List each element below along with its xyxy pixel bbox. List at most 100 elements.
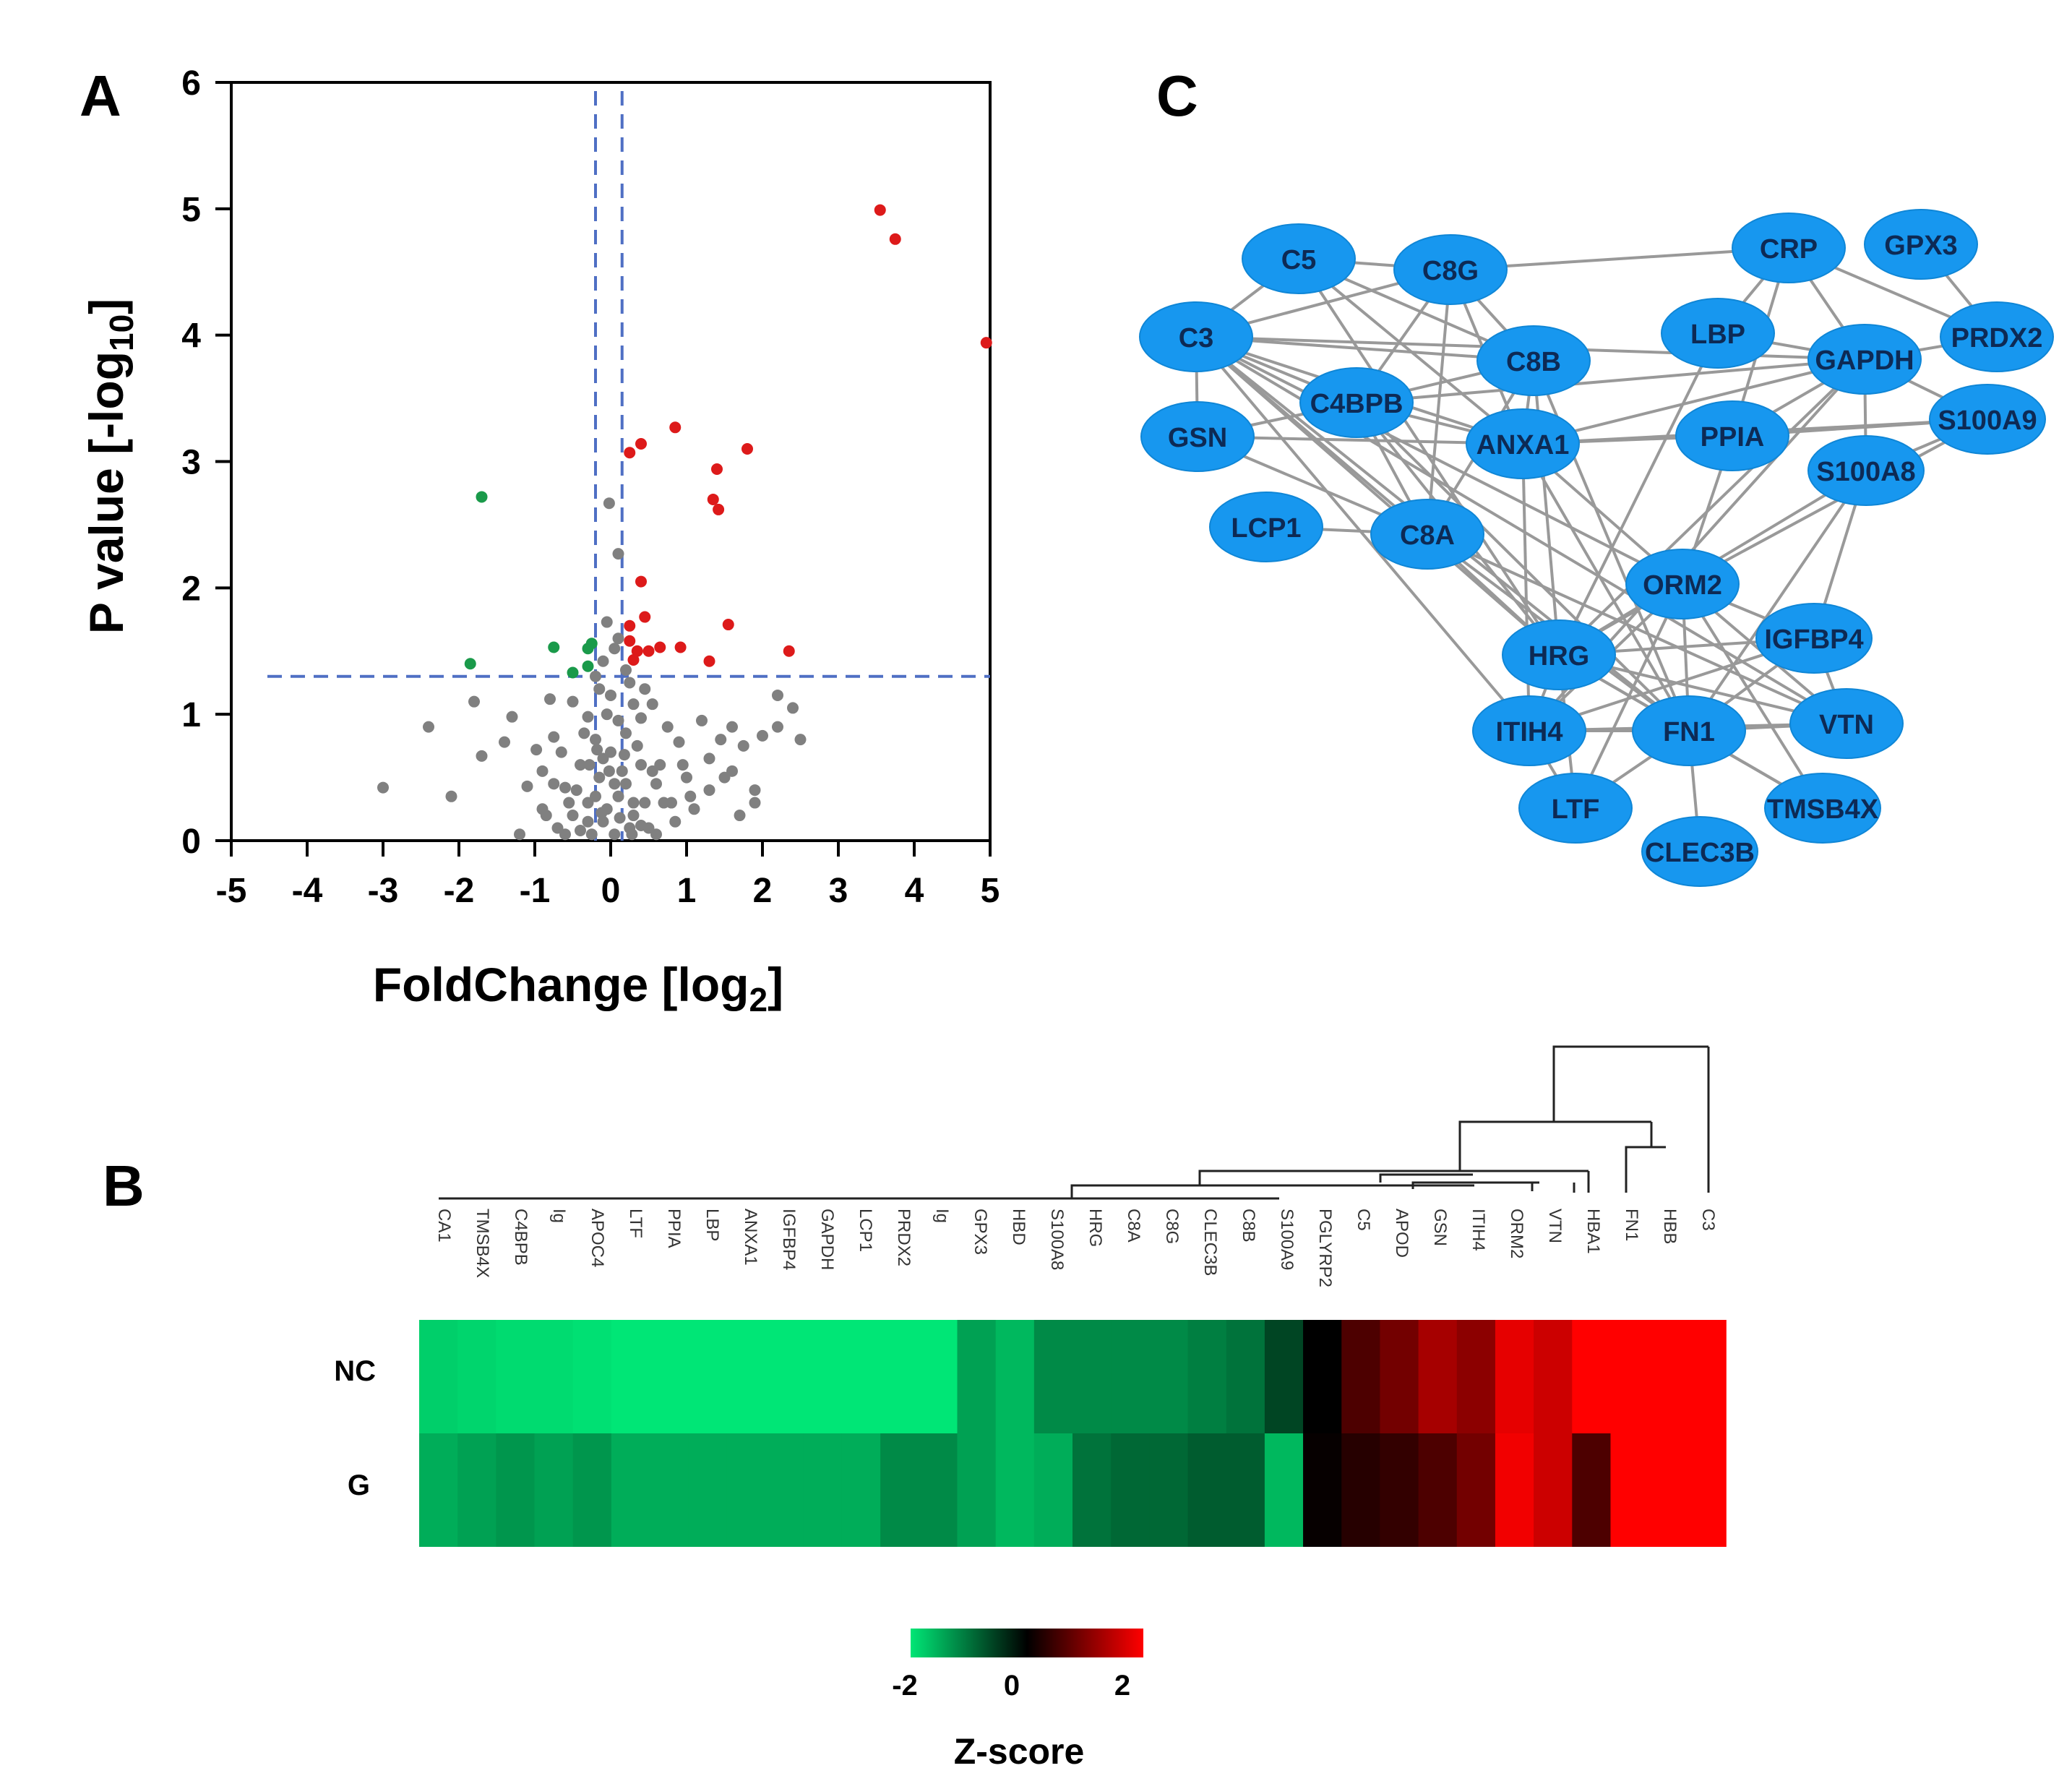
ns-point <box>605 689 616 701</box>
node-label: C8A <box>1400 520 1455 551</box>
up-point <box>624 619 636 632</box>
heatmap-cell <box>534 1433 574 1547</box>
network-node-clec3b: CLEC3B <box>1641 816 1758 887</box>
gene-label: GPX3 <box>971 1209 990 1255</box>
ns-point <box>749 797 761 809</box>
ns-point <box>688 803 700 815</box>
ns-point <box>593 771 606 784</box>
ns-point <box>757 729 768 742</box>
heatmap-cell <box>688 1433 728 1547</box>
heatmap-cell <box>496 1320 536 1433</box>
ns-point <box>609 643 621 655</box>
heatmap-cell <box>1149 1433 1189 1547</box>
ns-point <box>614 812 626 824</box>
node-label: LTF <box>1552 794 1600 825</box>
network-edge <box>1195 335 1531 732</box>
network-node-itih4: ITIH4 <box>1472 695 1586 766</box>
ns-point <box>646 698 658 711</box>
node-ellipse <box>1502 619 1616 690</box>
ns-point <box>650 778 662 790</box>
gene-label: ORM2 <box>1507 1209 1526 1258</box>
x-tick-label: -2 <box>444 872 475 910</box>
node-label: VTN <box>1819 710 1874 740</box>
gene-label: S100A8 <box>1047 1209 1067 1270</box>
heatmap-panel: CA1 TMSB4X C4BPB Ig APOC4 LTF PPIA LBP ANXA1 IGFB… <box>334 1045 1727 1772</box>
heatmap-cell <box>419 1433 458 1547</box>
up-point <box>627 653 640 666</box>
network-edge <box>1426 269 1452 535</box>
ns-point <box>590 790 601 802</box>
gene-label: PPIA <box>664 1209 684 1248</box>
ns-point <box>635 820 647 832</box>
heatmap-cell <box>957 1320 997 1433</box>
up-point <box>713 503 725 515</box>
node-ellipse <box>1764 773 1881 844</box>
ns-point <box>624 677 636 689</box>
node-ellipse <box>1661 298 1775 369</box>
gene-label: APOD <box>1392 1209 1411 1258</box>
colorbar-title: Z-score <box>954 1731 1085 1772</box>
panel-letter-c: C <box>1156 64 1198 128</box>
ns-point <box>635 759 647 771</box>
ns-point <box>646 765 658 777</box>
network-node-tmsb4x: TMSB4X <box>1764 773 1881 844</box>
volcano-x-axis-title: FoldChange [log2] <box>373 958 783 1018</box>
heatmap-cell <box>572 1433 612 1547</box>
ns-point <box>544 693 556 705</box>
ns-point <box>620 778 632 790</box>
network-edge <box>1681 583 1824 810</box>
gene-label: C5 <box>1354 1209 1373 1231</box>
ns-point <box>703 752 715 765</box>
ns-point <box>661 721 674 733</box>
network-node-orm2: ORM2 <box>1625 549 1740 619</box>
ns-point <box>559 781 571 794</box>
ns-point <box>616 765 628 777</box>
ns-point <box>536 765 549 777</box>
ns-point <box>669 815 682 828</box>
node-ellipse <box>1632 695 1746 766</box>
up-point <box>741 443 753 455</box>
node-ellipse <box>1755 603 1873 674</box>
gene-label: ITIH4 <box>1469 1209 1488 1251</box>
ns-point <box>676 759 689 771</box>
network-node-igfbp4: IGFBP4 <box>1755 603 1873 674</box>
gene-label: LCP1 <box>856 1209 875 1252</box>
gene-label: C4BPB <box>511 1209 530 1266</box>
heatmap-column-labels: CA1 TMSB4X C4BPB Ig APOC4 LTF PPIA LBP ANXA1 IGFB… <box>434 1209 1718 1287</box>
y-tick-label: 1 <box>181 696 201 734</box>
volcano-ticks: -5 -4 -3 -2 -1 0 1 2 3 4 5 0 1 2 3 4 5 6 <box>181 64 1000 910</box>
network-node-ppia: PPIA <box>1675 400 1789 471</box>
ns-point <box>772 721 783 733</box>
node-ellipse <box>1641 816 1758 887</box>
node-label: IGFBP4 <box>1764 625 1863 655</box>
network-edge <box>1355 401 1690 732</box>
gene-label: C8A <box>1124 1209 1143 1243</box>
heatmap-cell <box>803 1320 843 1433</box>
node-label: PPIA <box>1701 422 1765 452</box>
ns-point <box>582 815 594 828</box>
ns-point <box>499 736 510 748</box>
heatmap-cell <box>650 1433 689 1547</box>
heatmap-cell <box>995 1433 1035 1547</box>
ns-point <box>593 683 606 695</box>
network-edge <box>1521 443 1531 732</box>
heatmap-row-label-g: G <box>348 1470 370 1501</box>
heatmap-cell <box>1149 1320 1189 1433</box>
network-edge <box>1557 333 1719 656</box>
xlabel-sub: 2 <box>749 981 768 1018</box>
heatmap-cell <box>1687 1433 1727 1547</box>
node-label: PRDX2 <box>1951 323 2043 353</box>
heatmap-cell <box>1572 1320 1612 1433</box>
node-label: CLEC3B <box>1645 838 1755 868</box>
network-node-hrg: HRG <box>1502 619 1616 690</box>
xlabel-main: FoldChange [log <box>373 958 749 1011</box>
network-edge <box>1522 358 1865 445</box>
heatmap-cell <box>1303 1433 1343 1547</box>
node-ellipse <box>1675 400 1789 471</box>
ns-point <box>575 825 586 837</box>
volcano-y-axis-title: P value [-log10] <box>79 299 140 634</box>
up-point <box>635 438 647 450</box>
up-point <box>631 645 643 657</box>
ns-point <box>639 797 651 809</box>
